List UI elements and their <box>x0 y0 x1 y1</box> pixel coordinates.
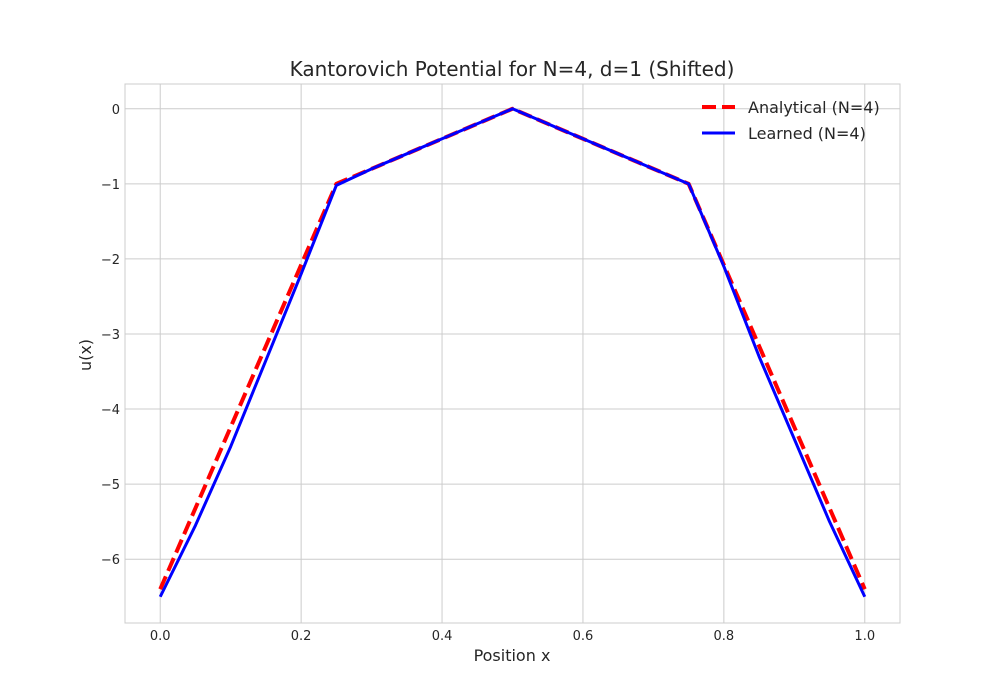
grid <box>125 84 900 623</box>
y-tick-label: −2 <box>101 253 120 268</box>
x-tick-label: 0.8 <box>714 629 735 644</box>
x-tick-label: 0.2 <box>291 629 312 644</box>
y-tick-label: −6 <box>101 553 120 568</box>
x-tick-label: 0.0 <box>150 629 171 644</box>
x-axis-label: Position x <box>474 646 551 665</box>
y-tick-label: −4 <box>101 403 120 418</box>
tick-labels: 0.0 0.2 0.4 0.6 0.8 1.0 0 −1 −2 −3 −4 −5 −6 <box>101 103 875 644</box>
series-line-analytical <box>158 106 867 591</box>
series-layer <box>158 106 867 598</box>
y-tick-label: −3 <box>101 328 120 343</box>
y-tick-label: −5 <box>101 478 120 493</box>
y-axis-label: u(x) <box>76 339 95 371</box>
x-tick-label: 0.4 <box>432 629 453 644</box>
legend: Analytical (N=4) Learned (N=4) <box>702 98 880 143</box>
plot-frame <box>124 83 901 624</box>
y-tick-label: −1 <box>101 178 120 193</box>
chart-title: Kantorovich Potential for N=4, d=1 (Shif… <box>290 57 735 81</box>
x-tick-label: 0.6 <box>573 629 594 644</box>
legend-label-learned: Learned (N=4) <box>748 124 866 143</box>
legend-label-analytical: Analytical (N=4) <box>748 98 880 117</box>
series-line-learned <box>158 107 867 598</box>
x-tick-label: 1.0 <box>854 629 875 644</box>
y-tick-label: 0 <box>112 103 120 118</box>
